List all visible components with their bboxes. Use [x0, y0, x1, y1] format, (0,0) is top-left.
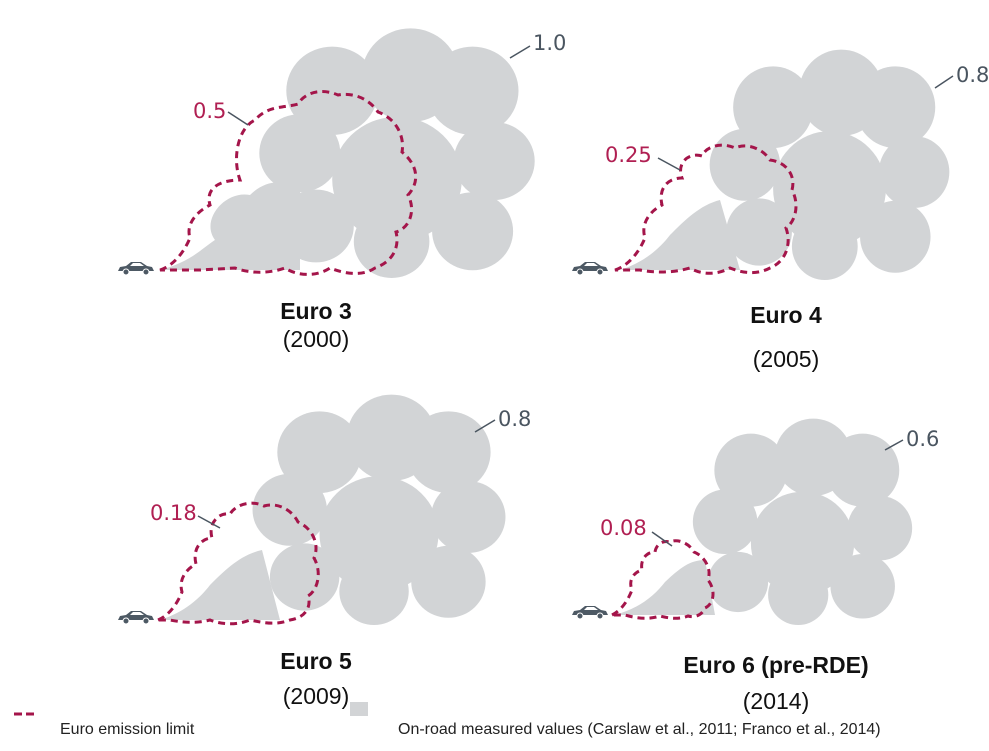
limit-value: 0.25 [605, 143, 652, 167]
measured-legend-swatch [350, 702, 368, 716]
panel-title: Euro 3 [280, 298, 352, 324]
panel-euro-6: 0.6 0.08 [571, 418, 939, 625]
legend-measured-label: On-road measured values (Carslaw et al.,… [398, 721, 881, 738]
measured-cloud [160, 394, 506, 625]
measured-value: 0.6 [906, 427, 939, 451]
panel-year: (2014) [742, 688, 810, 714]
limit-outline [614, 143, 798, 275]
measured-value: 0.8 [956, 63, 989, 87]
panel-title: Euro 5 [280, 648, 352, 674]
panel-title: Euro 4 [750, 302, 822, 328]
panel-year: (2005) [752, 346, 820, 372]
panel-euro-4: 0.8 0.25 [571, 49, 989, 280]
limit-value: 0.08 [600, 516, 647, 540]
panel-year: (2000) [282, 326, 350, 352]
limit-outline [611, 539, 715, 620]
measured-value: 0.8 [498, 407, 531, 431]
limit-value: 0.18 [150, 501, 197, 525]
panel-euro-5: 0.8 0.18 [117, 394, 531, 626]
panel-year: (2009) [282, 683, 350, 709]
panel-euro-3: 1.0 0.5 [117, 28, 566, 279]
car-icon [117, 261, 155, 276]
legend [14, 702, 368, 716]
limit-outline [157, 501, 320, 626]
measured-value: 1.0 [533, 31, 566, 55]
measured-cloud [620, 49, 950, 280]
limit-outline [159, 90, 418, 276]
measured-cloud [615, 418, 913, 625]
legend-limit-label: Euro emission limit [60, 721, 195, 738]
car-icon [571, 261, 609, 276]
measured-cloud [160, 28, 535, 279]
panel-title: Euro 6 (pre-RDE) [683, 652, 869, 678]
car-icon [571, 605, 609, 620]
limit-value: 0.5 [193, 99, 226, 123]
car-icon [117, 610, 155, 625]
